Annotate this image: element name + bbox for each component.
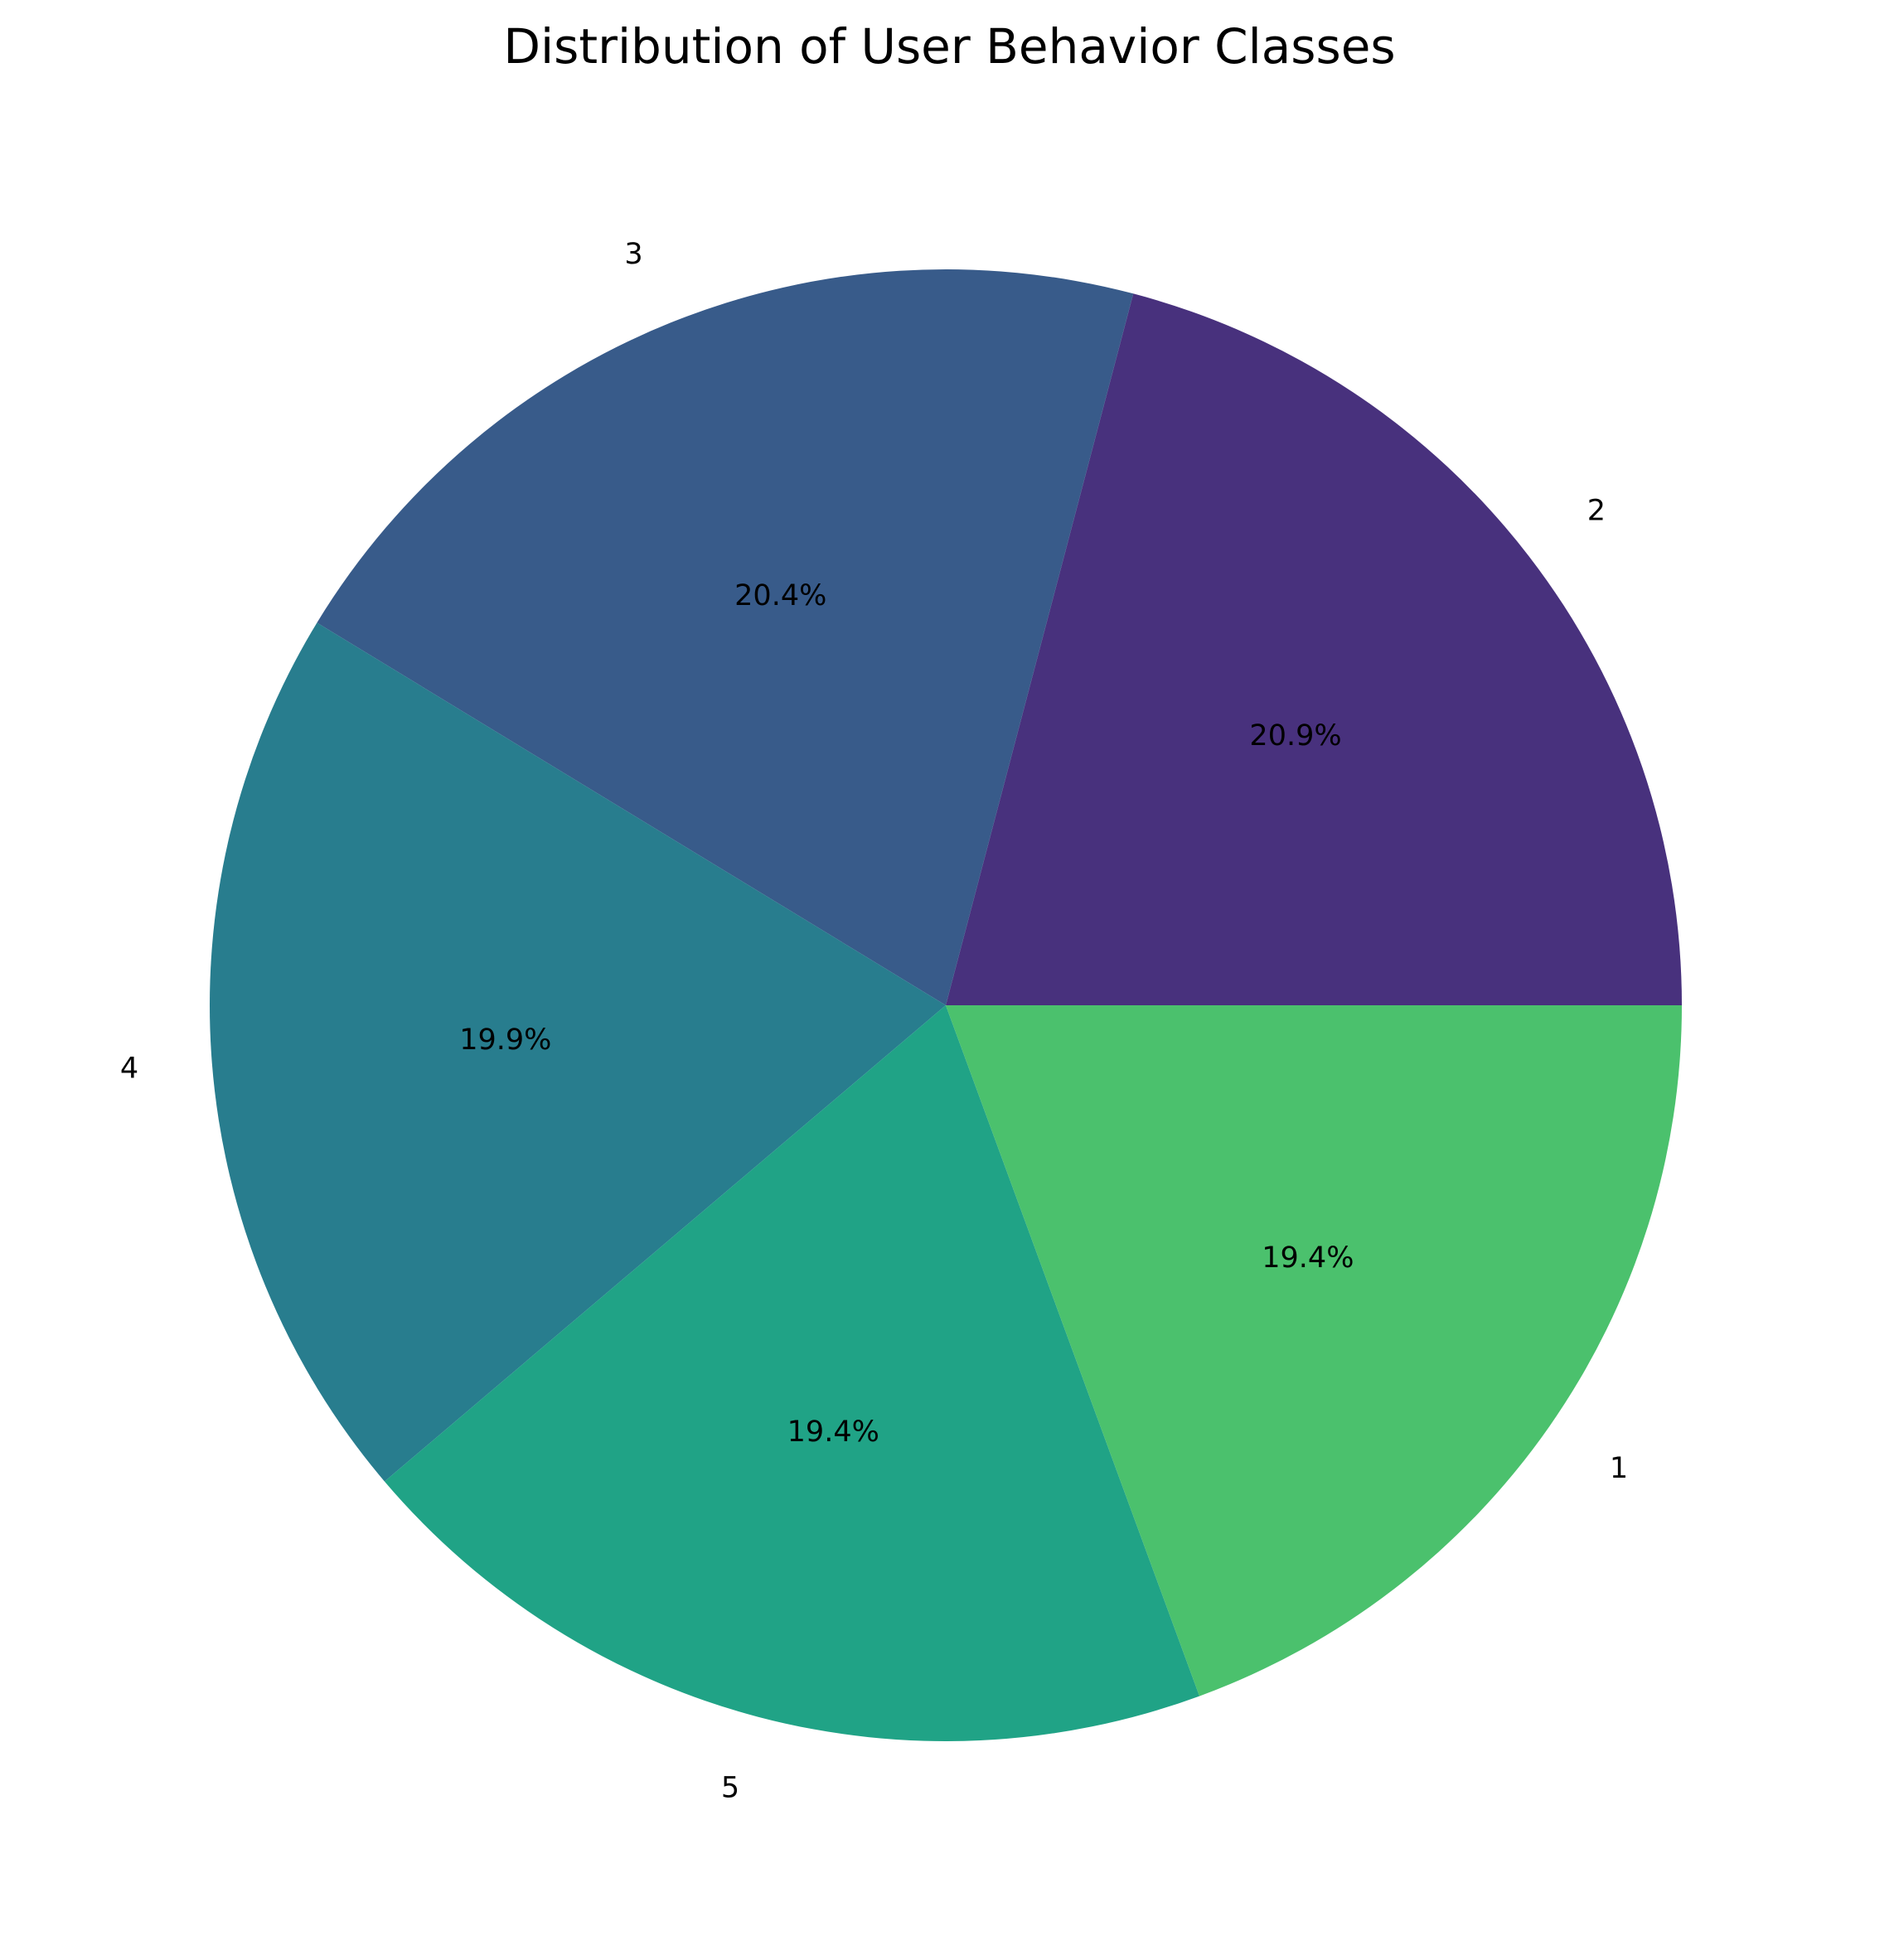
slice-percent-2: 20.9%: [1249, 719, 1341, 753]
slice-label-1: 1: [1610, 1452, 1628, 1485]
slice-label-2: 2: [1587, 495, 1606, 528]
slice-label-4: 4: [120, 1053, 138, 1086]
slice-percent-5: 19.4%: [787, 1416, 879, 1449]
pie-slice-2: [946, 293, 1682, 1005]
slice-label-5: 5: [721, 1772, 739, 1805]
slice-label-3: 3: [624, 238, 642, 271]
slice-percent-3: 20.4%: [734, 579, 826, 612]
chart-title: Distribution of User Behavior Classes: [503, 18, 1396, 75]
pie-slice-5: [384, 1005, 1200, 1741]
pie-labels: 2 20.9% 3 20.4% 4 19.9% 5 19.4% 1 19.4%: [120, 238, 1628, 1804]
pie-slices: [210, 269, 1682, 1741]
slice-percent-4: 19.9%: [459, 1024, 551, 1057]
slice-percent-1: 19.4%: [1262, 1241, 1354, 1275]
pie-slice-3: [317, 269, 1134, 1005]
pie-slice-4: [210, 622, 947, 1482]
pie-slice-1: [946, 1005, 1682, 1696]
